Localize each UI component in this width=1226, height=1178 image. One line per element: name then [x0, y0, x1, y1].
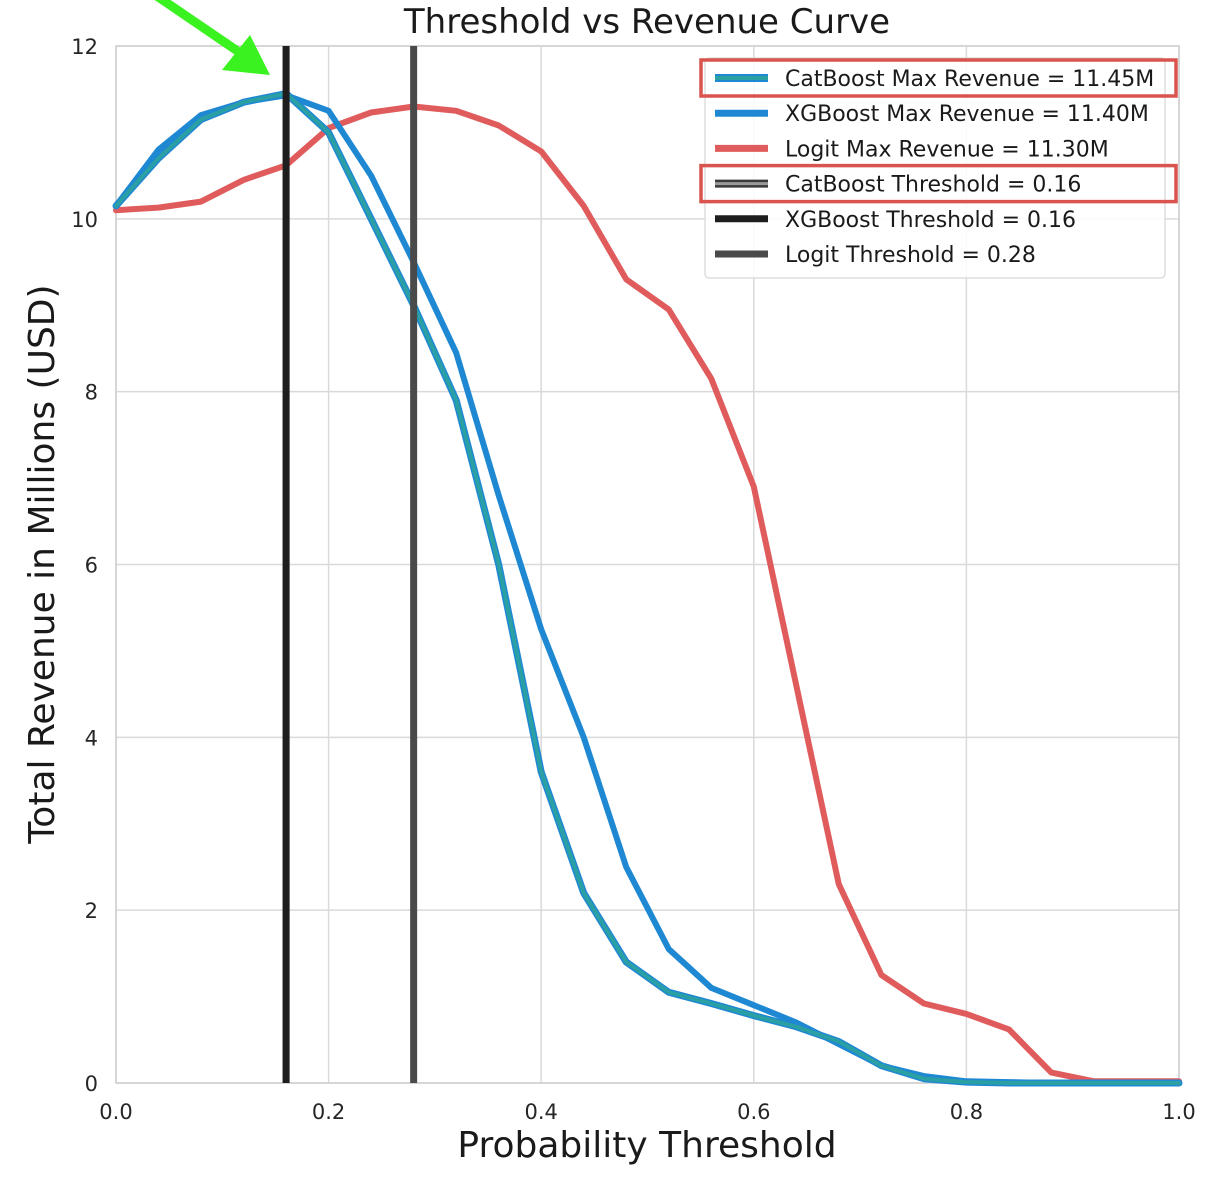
y-tick-label: 10 — [71, 208, 98, 232]
arrow-head — [222, 35, 270, 75]
chart-title: Threshold vs Revenue Curve — [403, 2, 890, 42]
y-tick-label: 8 — [85, 381, 98, 405]
legend-label: Logit Max Revenue = 11.30M — [785, 137, 1109, 162]
x-tick-label: 0.8 — [950, 1100, 983, 1124]
x-axis-title: Probability Threshold — [457, 1125, 836, 1166]
legend-label: CatBoost Threshold = 0.16 — [785, 173, 1081, 198]
y-axis-title: Total Revenue in Millions (USD) — [22, 284, 63, 844]
legend-highlight-box — [699, 163, 1178, 204]
green-arrow-annotation — [154, 0, 270, 75]
y-tick-label: 2 — [85, 899, 98, 923]
tick-labels: 0.0 0.2 0.4 0.6 0.8 1.0 0 2 4 6 8 10 12 — [71, 35, 1195, 1124]
x-tick-label: 0.0 — [99, 1100, 132, 1124]
arrow-shaft — [154, 0, 241, 55]
x-tick-label: 0.6 — [737, 1100, 770, 1124]
series-lines — [112, 90, 1183, 1087]
legend: CatBoost Max Revenue = 11.45M XGBoost Max… — [699, 57, 1178, 279]
legend-label: Logit Threshold = 0.28 — [785, 243, 1036, 268]
legend-label: CatBoost Max Revenue = 11.45M — [785, 67, 1154, 92]
threshold-lines — [282, 46, 418, 1083]
grid-lines — [115, 45, 1180, 1084]
legend-box — [704, 57, 1166, 279]
y-tick-label: 4 — [85, 726, 98, 750]
x-tick-label: 0.2 — [312, 1100, 345, 1124]
legend-label: XGBoost Max Revenue = 11.40M — [785, 102, 1149, 127]
series-line-logit — [113, 103, 1182, 1085]
y-tick-label: 12 — [71, 35, 98, 59]
legend-label: XGBoost Threshold = 0.16 — [785, 208, 1076, 233]
legend-highlight-box — [699, 58, 1178, 98]
x-tick-label: 1.0 — [1162, 1100, 1195, 1124]
y-tick-label: 0 — [85, 1072, 98, 1096]
series-line-catboost — [114, 91, 1181, 1085]
plot-frame — [115, 45, 1180, 1084]
x-tick-label: 0.4 — [524, 1100, 557, 1124]
y-tick-label: 6 — [85, 554, 98, 578]
